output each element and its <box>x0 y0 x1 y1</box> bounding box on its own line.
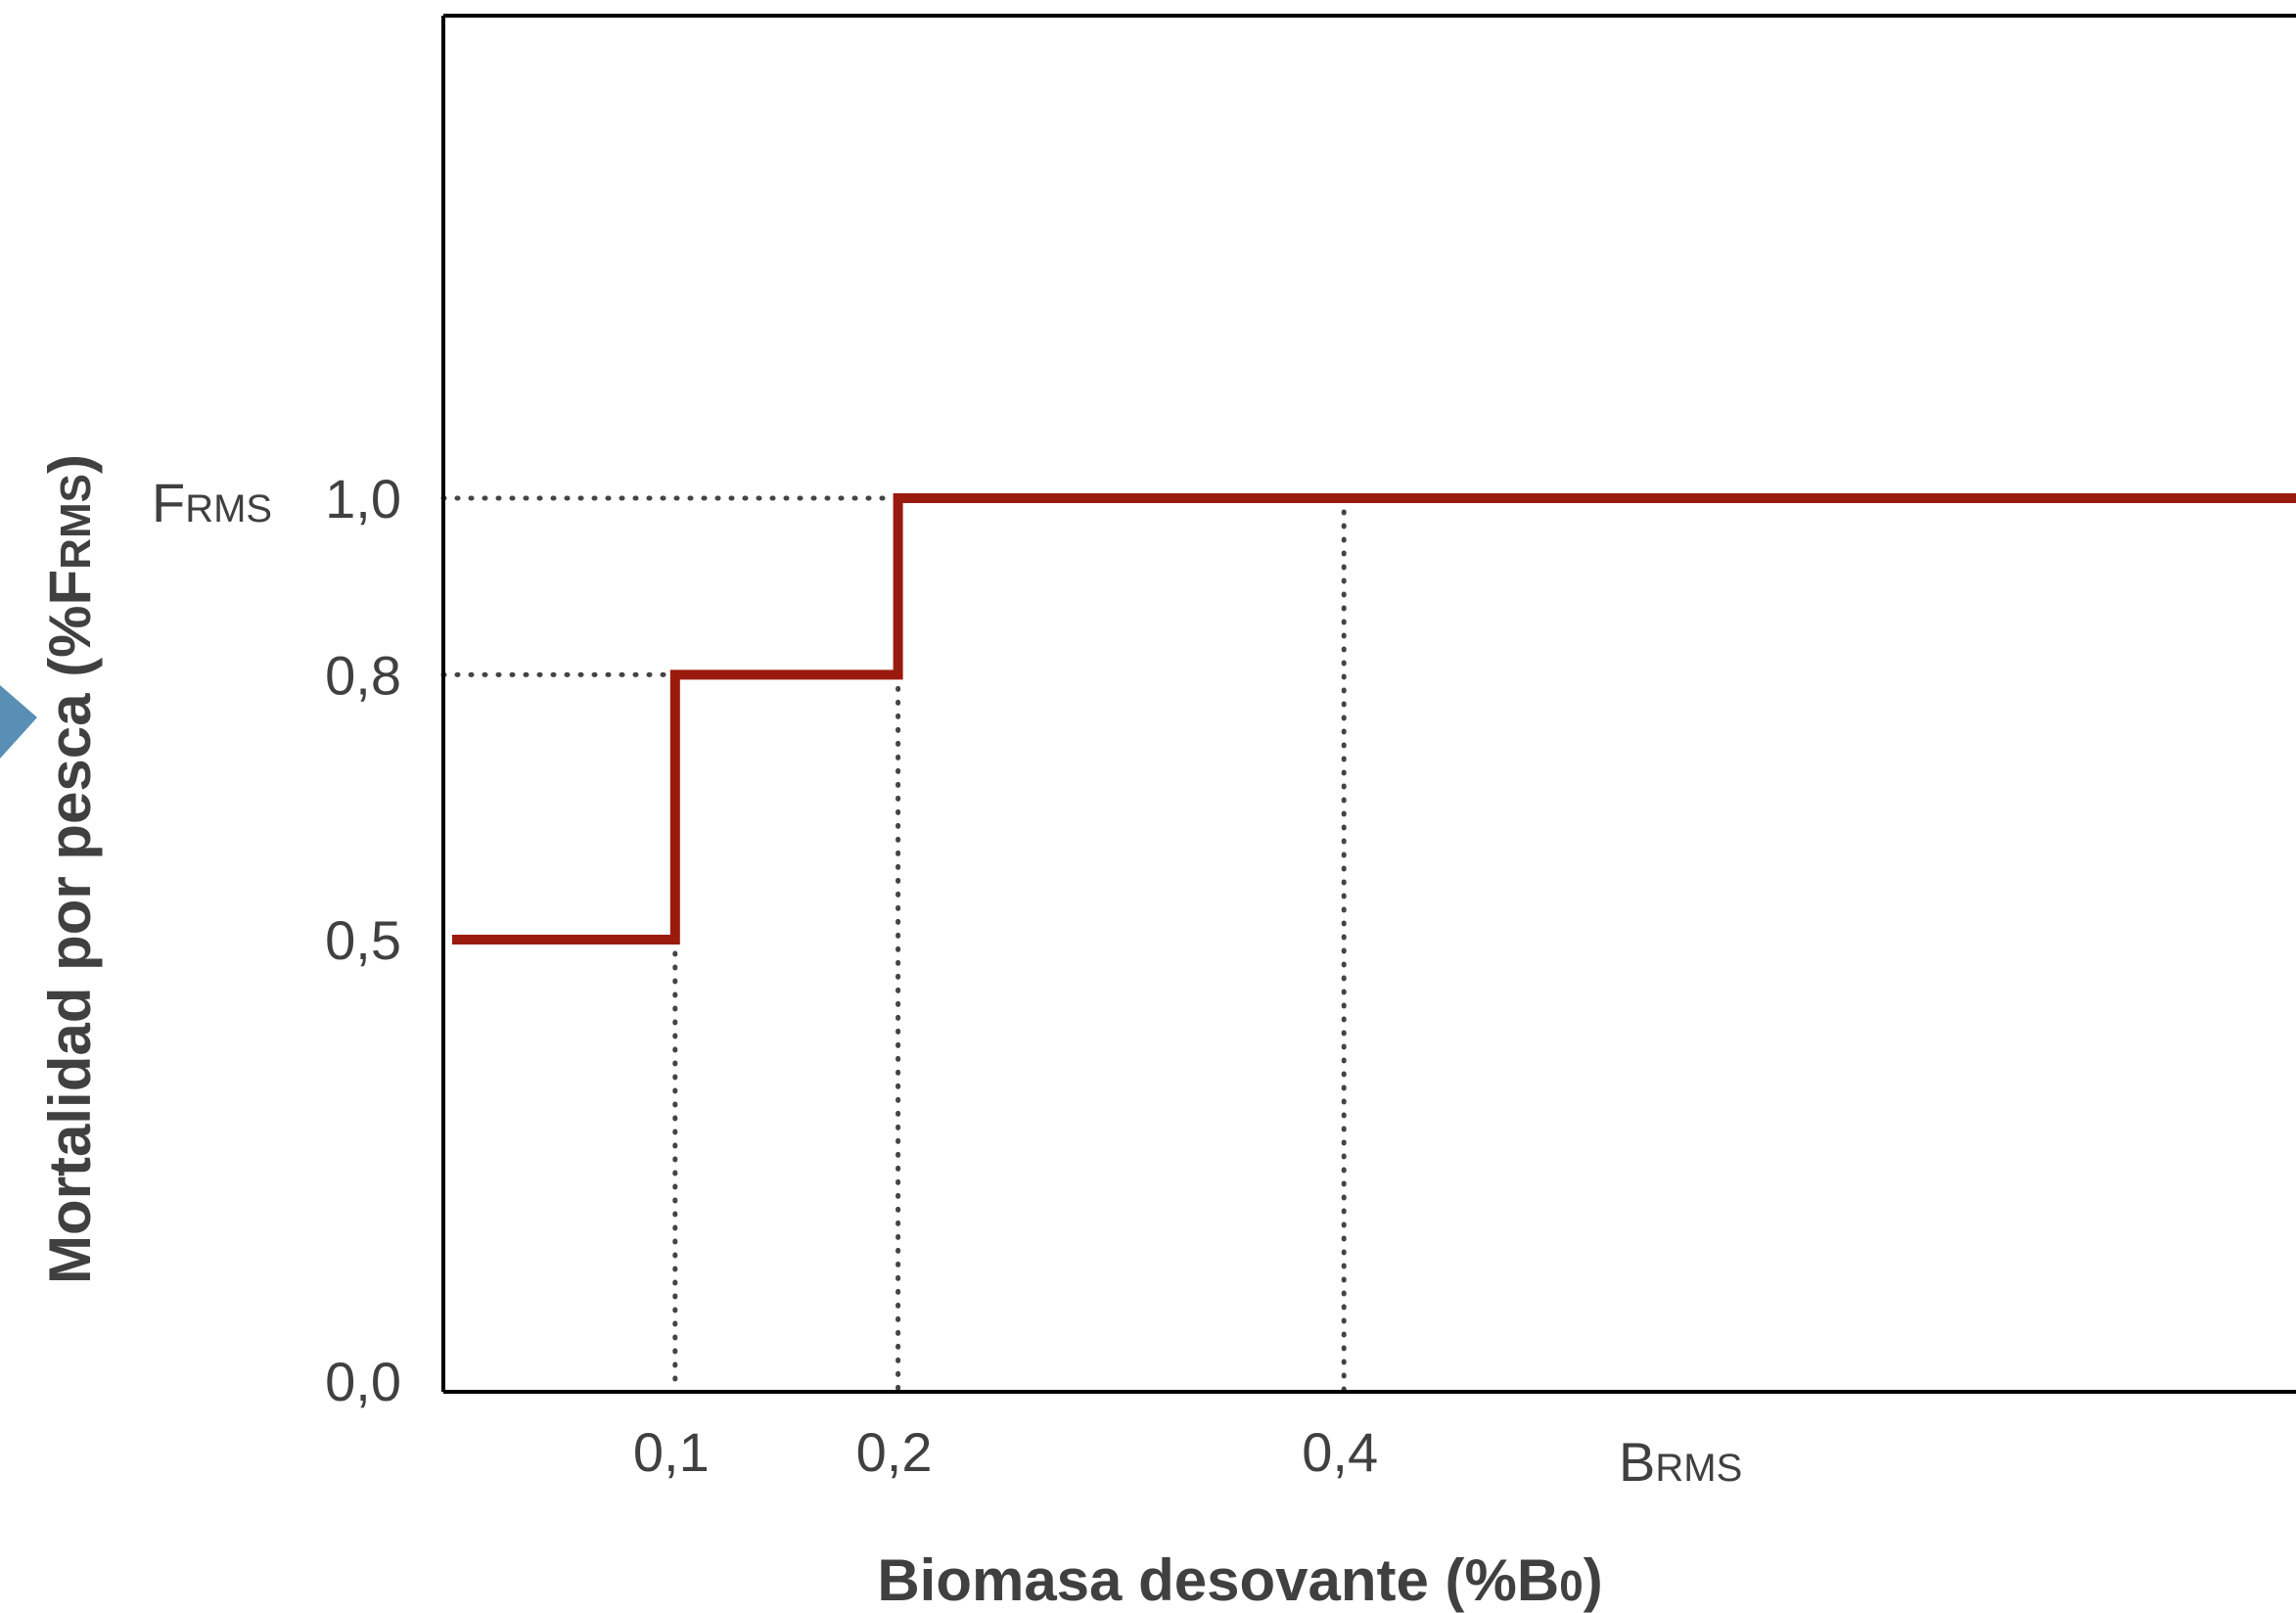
y-tick-label-1: 0,5 <box>325 909 401 971</box>
x-reference-label: BRMS <box>1619 1431 1742 1493</box>
y-tick-labels: 0,0 0,5 0,8 1,0 <box>325 468 401 1412</box>
x-tick-label-0: 0,1 <box>633 1421 710 1483</box>
guide-lines <box>440 495 1347 1395</box>
series-line-0 <box>452 493 2296 945</box>
x-axis-title: Biomasa desovante (%B0) <box>877 1547 1602 1613</box>
series-layer <box>452 493 2296 945</box>
partial-diamond-shape <box>0 685 37 759</box>
y-axis-title: Mortalidad por pesca (%FRMS) <box>37 454 103 1284</box>
x-tick-labels: 0,1 0,2 0,4 <box>633 1421 1378 1483</box>
x-tick-label-2: 0,4 <box>1302 1421 1378 1483</box>
y-reference-label: FRMS <box>152 472 272 533</box>
y-tick-label-2: 0,8 <box>325 644 401 706</box>
x-tick-label-1: 0,2 <box>856 1421 933 1483</box>
y-tick-label-0: 0,0 <box>325 1351 401 1412</box>
y-tick-label-3: 1,0 <box>325 468 401 530</box>
